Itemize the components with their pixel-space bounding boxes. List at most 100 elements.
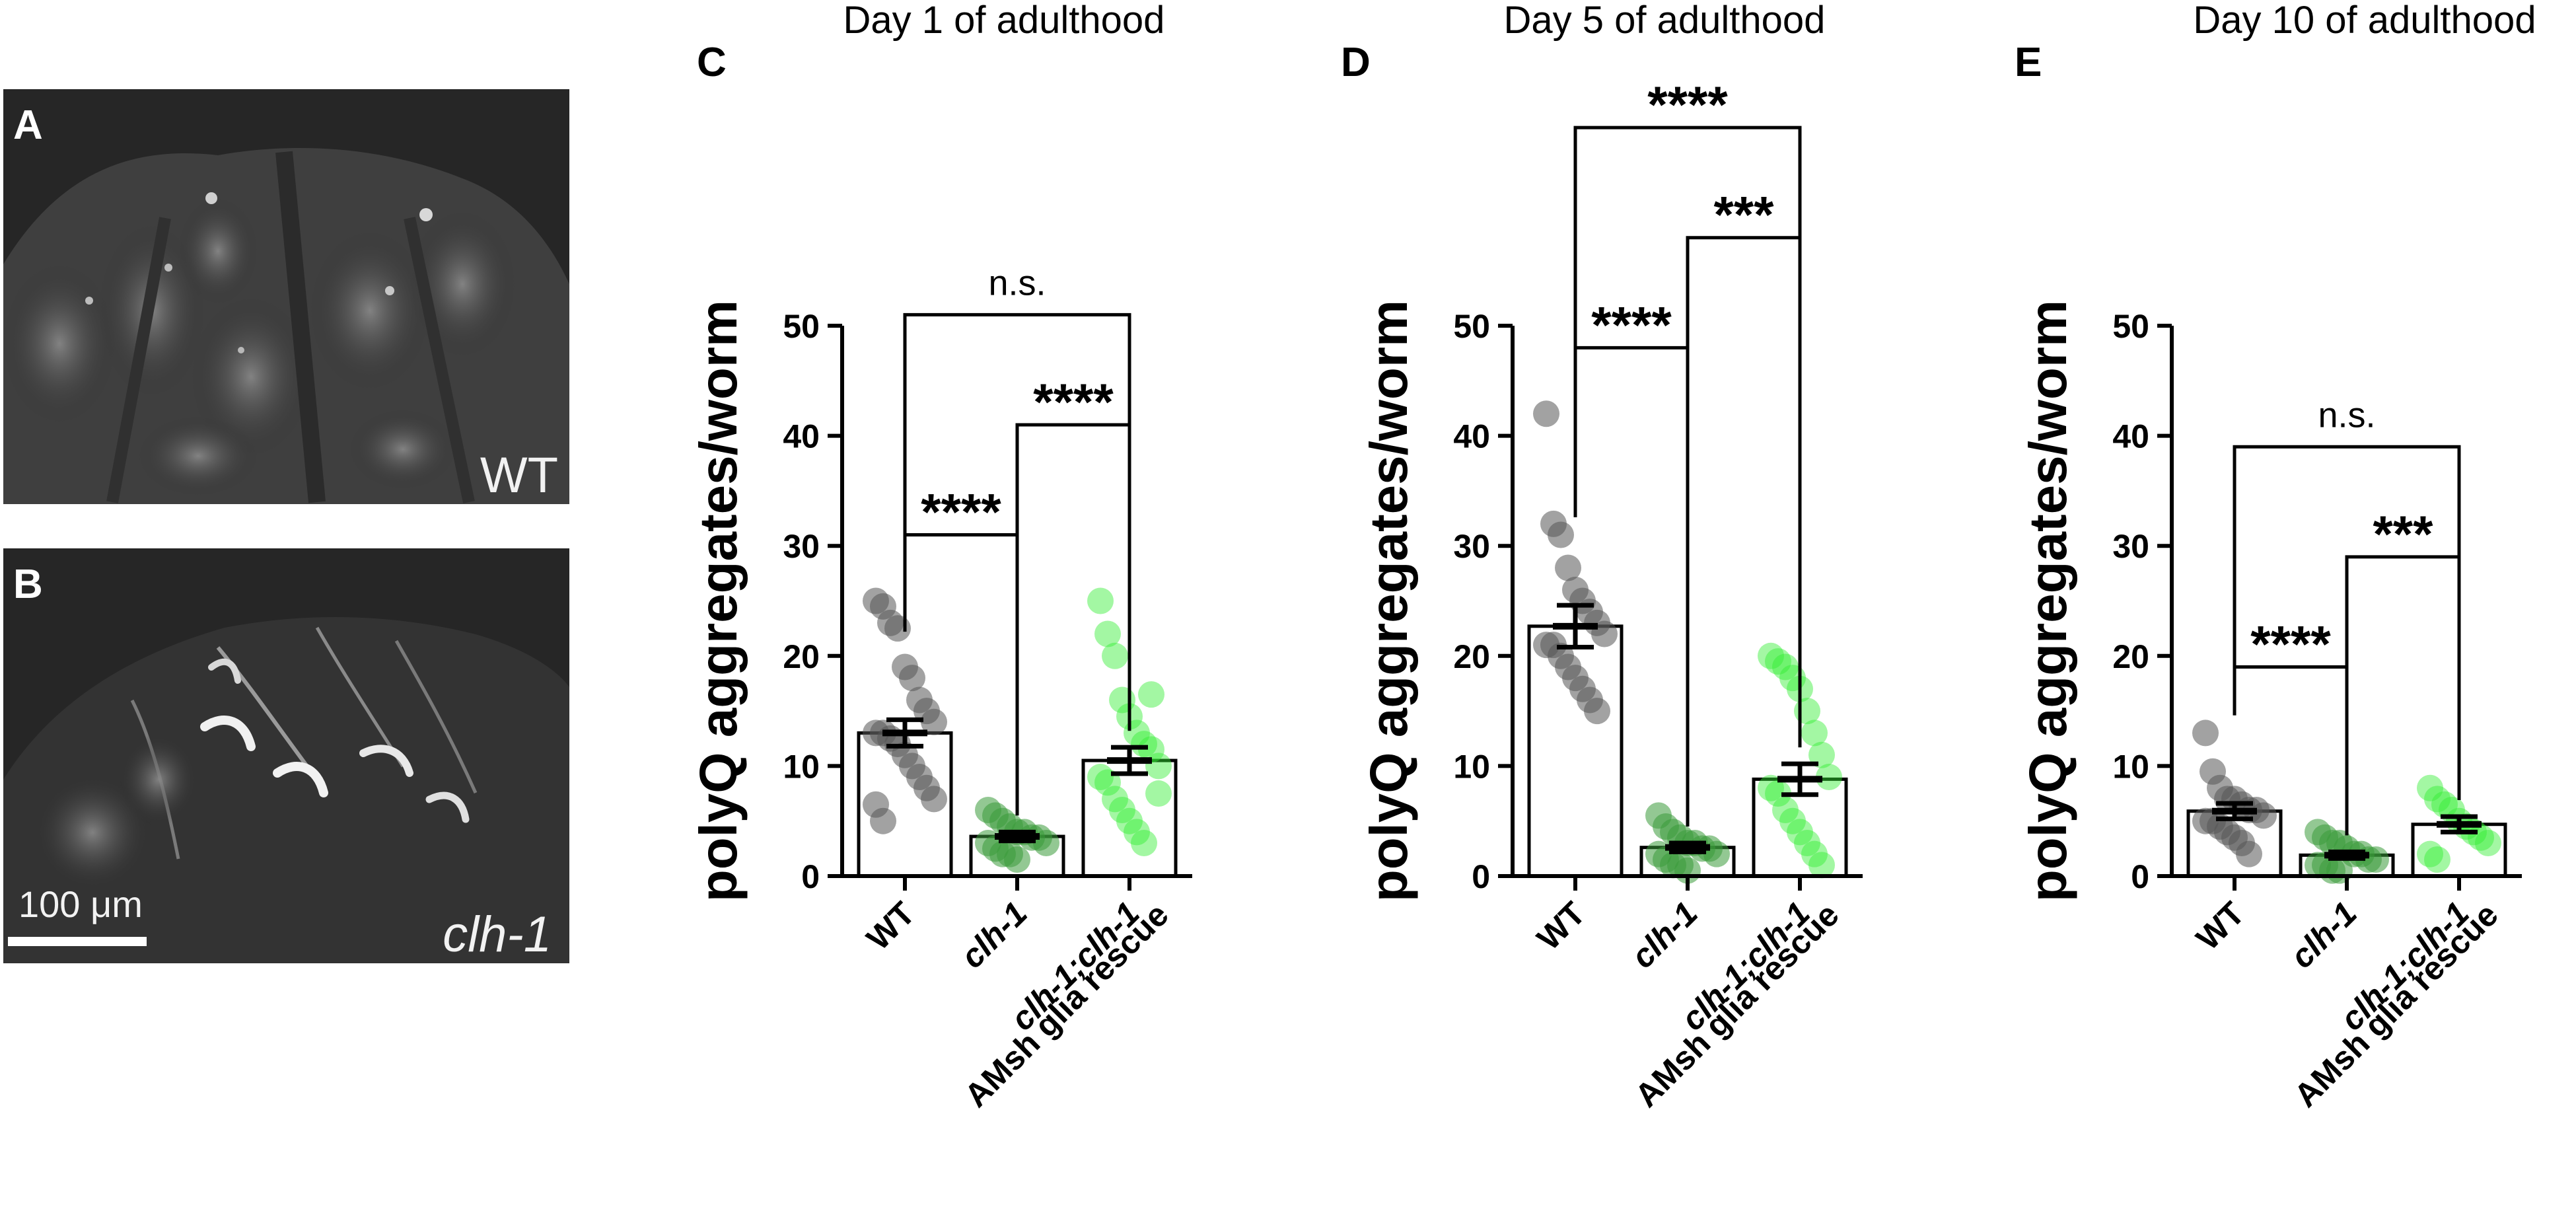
panel-letter: E (2015, 40, 2042, 85)
y-tick-label: 30 (1453, 528, 1490, 565)
data-point (1555, 554, 1581, 581)
y-tick-label: 0 (2131, 858, 2149, 895)
y-tick-label: 20 (2112, 638, 2149, 675)
significance-label: n.s. (988, 263, 1046, 303)
panel-letter: C (697, 40, 727, 85)
significance-label: *** (1713, 186, 1774, 244)
data-point (1548, 521, 1574, 548)
micrograph-panel-b: 100 μm B clh-1 (3, 548, 569, 963)
micrograph-b-glow (119, 733, 198, 826)
data-point (1765, 780, 1791, 807)
micrograph-b-aggregate (208, 658, 241, 684)
significance-bracket (903, 313, 1131, 731)
panel-letter-b: B (13, 562, 43, 607)
significance-bracket (2345, 555, 2461, 811)
micrograph-a-glow (178, 198, 258, 304)
y-axis-label: polyQ aggregates/worm (1359, 300, 1418, 902)
data-point (1758, 642, 1784, 669)
micrograph-a-streak (275, 151, 326, 503)
micrograph-a-spot (385, 286, 394, 295)
micrograph-panel-a: A WT (3, 89, 569, 504)
x-tick-label: clh-1 (2283, 895, 2364, 975)
panel-letter: D (1341, 40, 1371, 85)
data-point (1087, 764, 1114, 791)
panel-letter-a: A (13, 102, 43, 148)
data-point (1131, 830, 1157, 857)
x-tick-label: WT (2189, 895, 2252, 957)
data-point (2236, 840, 2262, 867)
data-point (1087, 587, 1114, 614)
data-point (1816, 764, 1842, 791)
micrograph-a-streak (106, 217, 171, 503)
data-point (1004, 846, 1030, 873)
micrograph-a-glow (139, 416, 258, 496)
y-axis-label: polyQ aggregates/worm (689, 300, 748, 902)
data-point (1533, 400, 1559, 427)
data-point (1779, 807, 1806, 834)
data-point (921, 708, 947, 735)
micrograph-a-spot (205, 192, 217, 204)
data-point (1772, 653, 1799, 681)
micrograph-a-spot (85, 297, 93, 305)
micrograph-a-glow (3, 264, 116, 423)
micrograph-b-tissue (3, 616, 569, 963)
micrograph-b-glow (33, 773, 152, 892)
x-tick-label: clh-1 (1624, 895, 1705, 975)
data-point (2475, 830, 2501, 857)
y-tick-label: 50 (783, 308, 820, 345)
y-tick-label: 30 (2112, 528, 2149, 565)
data-point (2417, 840, 2443, 867)
y-tick-label: 40 (2112, 418, 2149, 455)
data-point (2192, 719, 2219, 747)
significance-bracket (1686, 236, 1802, 804)
data-point (1131, 731, 1157, 758)
data-point (1145, 780, 1172, 807)
significance-bracket (1015, 423, 1131, 793)
y-tick-label: 30 (783, 528, 820, 565)
significance-bracket (2233, 445, 2461, 801)
x-tick-label: WT (859, 895, 922, 957)
y-tick-label: 10 (2112, 748, 2149, 785)
x-tick-label: WT (1530, 895, 1592, 957)
micrograph-a-label: WT (480, 447, 558, 503)
data-point (1138, 681, 1164, 708)
micrograph-a-glow (310, 231, 429, 390)
significance-label: n.s. (2318, 395, 2375, 435)
data-point (1094, 620, 1121, 647)
data-point (921, 786, 947, 813)
significance-label: **** (1591, 295, 1672, 353)
y-tick-label: 0 (801, 858, 820, 895)
micrograph-b-label: clh-1 (443, 906, 552, 963)
data-point (2417, 774, 2443, 801)
data-point (1801, 719, 1828, 747)
micrograph-a-streak (404, 217, 475, 503)
data-point (2250, 802, 2277, 829)
y-tick-label: 0 (1472, 858, 1490, 895)
chart-title: Day 10 of adulthood (2193, 0, 2536, 42)
data-point (2363, 846, 2389, 873)
significance-bracket (1573, 126, 1802, 748)
micrograph-b-aggregate (359, 745, 413, 777)
y-tick-label: 20 (783, 638, 820, 675)
data-point (1765, 648, 1791, 675)
data-point (1808, 852, 1835, 879)
data-point (1584, 698, 1610, 725)
data-point (870, 807, 896, 834)
micrograph-a-glow (350, 410, 456, 489)
micrograph-a-spot (238, 347, 244, 353)
data-point (1124, 819, 1150, 846)
chart-title: Day 1 of adulthood (843, 0, 1165, 42)
significance-label: **** (1647, 75, 1728, 133)
micrograph-b-aggregate (425, 792, 470, 823)
data-point (1109, 797, 1135, 824)
data-point (1102, 786, 1128, 813)
data-point (1801, 840, 1828, 867)
y-tick-label: 10 (1453, 748, 1490, 785)
y-tick-label: 50 (2112, 308, 2149, 345)
data-point (1145, 753, 1172, 780)
data-point (899, 665, 925, 692)
